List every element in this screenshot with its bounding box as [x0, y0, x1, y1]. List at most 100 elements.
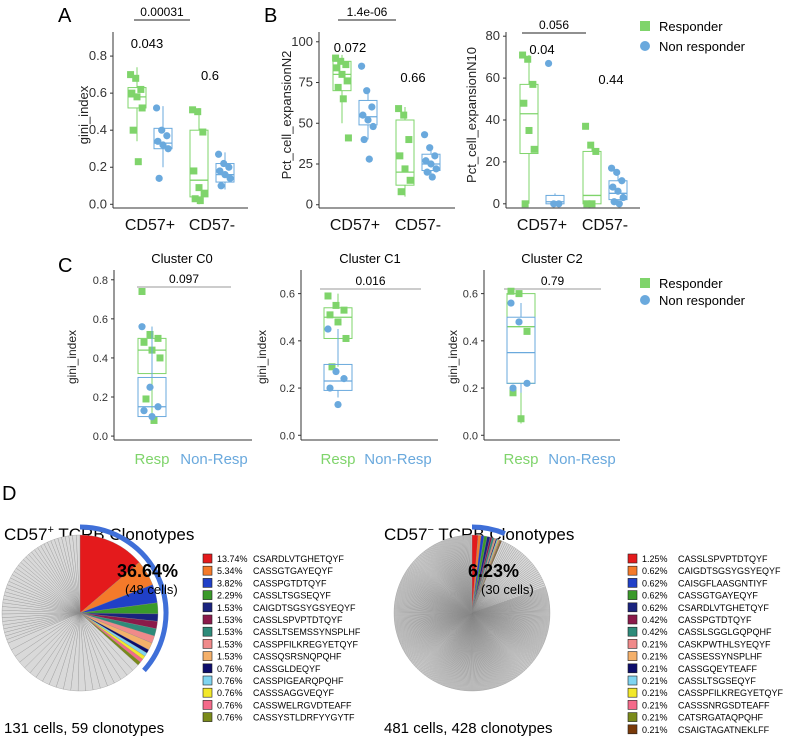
legend-swatch	[202, 712, 213, 722]
legend-seq: CSARDLVTGHETQYF	[678, 603, 769, 613]
data-point	[332, 54, 340, 62]
data-point	[523, 327, 531, 335]
data-point	[342, 61, 350, 69]
legend-swatch	[202, 553, 213, 564]
legend-seq: CSAIGTAGATNEKLFF	[678, 725, 770, 735]
data-point	[521, 200, 529, 208]
box-iqr	[358, 99, 378, 126]
highlight-cells: (30 cells)	[481, 582, 534, 597]
legend-pct: 1.53%	[217, 603, 243, 613]
data-point	[140, 407, 148, 415]
panel-label-d: D	[2, 483, 16, 505]
data-point	[155, 174, 163, 182]
data-point	[615, 200, 623, 208]
data-point	[423, 168, 431, 176]
data-point	[397, 188, 405, 196]
x-category-label: CD57+	[125, 217, 175, 234]
data-point	[405, 136, 413, 144]
y-tick-label: 0.6	[89, 85, 107, 100]
legend-top: Responder Non responder	[640, 19, 746, 54]
x-category-label: Resp	[320, 451, 355, 468]
data-point	[142, 395, 150, 403]
data-point	[618, 177, 626, 185]
group-pvalue: 0.072	[334, 40, 367, 55]
legend-pct: 13.74%	[217, 554, 248, 564]
data-point	[515, 290, 523, 298]
data-point	[609, 183, 617, 191]
pie-slice	[79, 534, 140, 614]
legend-seq: CASSGTGAYEQYF	[253, 566, 333, 576]
box-iqr	[323, 363, 353, 391]
data-point	[334, 83, 342, 91]
box-responder	[395, 105, 415, 197]
legend-seq: CASSSAGGVEQYF	[253, 688, 335, 698]
legend-swatch	[627, 700, 638, 710]
y-tick-label: 0.8	[93, 275, 108, 287]
panel-label-a: A	[58, 5, 72, 27]
legend-pct: 0.76%	[217, 676, 243, 686]
data-point	[140, 338, 148, 346]
legend-pct: 0.42%	[642, 627, 668, 637]
plot-title: Cluster C2	[521, 251, 582, 266]
data-point	[426, 144, 434, 152]
legend-swatch	[627, 651, 638, 661]
pie-title-base: CD57	[4, 525, 47, 544]
boxplot-c0: 0.0 0.2 0.4 0.6 0.8 gini_index Resp Non-Resp Clu…	[65, 251, 252, 468]
data-point	[343, 77, 351, 85]
boxplot-a: 0.0 0.2 0.4 0.6 0.8 gini_index CD57+ CD57- 0.000…	[76, 5, 248, 234]
box-responder	[189, 106, 209, 205]
data-point	[334, 400, 342, 409]
data-point	[507, 299, 515, 307]
pie-title-base: CD57	[384, 525, 427, 544]
legend-pct: 0.76%	[217, 713, 243, 723]
legend-seq: CASSGLDEQYF	[253, 664, 321, 674]
data-point	[200, 189, 208, 197]
data-point	[422, 157, 430, 165]
boxplot-c2: 0.0 0.2 0.4 0.6 gini_index Resp Non-Resp Cluste…	[446, 251, 620, 468]
legend-swatch	[627, 663, 638, 674]
data-point	[530, 145, 538, 153]
legend-seq: CASSLTSEMSSYNSPLHF	[253, 627, 361, 637]
box-iqr	[127, 87, 147, 109]
data-point	[189, 106, 197, 114]
pie-title-sup: +	[47, 524, 53, 536]
y-tick-label: 0.4	[280, 336, 295, 348]
data-point	[137, 85, 145, 93]
legend-seq: CASSGTGAYEQYF	[678, 591, 758, 601]
legend-pct: 0.21%	[642, 688, 668, 698]
y-tick-label: 75	[299, 75, 313, 90]
data-point	[196, 197, 204, 205]
legend-swatch	[202, 639, 213, 649]
data-point	[146, 383, 154, 391]
data-point	[332, 367, 340, 376]
legend-swatch	[627, 639, 638, 649]
data-point	[138, 287, 146, 295]
data-point	[523, 379, 531, 387]
legend-pct: 0.62%	[642, 591, 668, 601]
panel-label-b: B	[264, 5, 277, 27]
group-pvalue: 0.66	[400, 70, 425, 85]
data-point	[221, 171, 229, 179]
group-pvalue: 0.44	[598, 72, 623, 87]
legend-seq: CATSRGATAQPQHF	[678, 713, 764, 723]
box-non-responder	[214, 150, 235, 190]
data-point	[324, 292, 332, 300]
legend-pct: 0.21%	[642, 713, 668, 723]
legend-responder-label: Responder	[659, 19, 723, 34]
data-point	[324, 325, 332, 333]
y-tick-label: 0.6	[93, 314, 108, 326]
legend-swatch	[627, 602, 638, 613]
data-point	[588, 200, 596, 208]
legend-responder-label: Responder	[659, 276, 723, 291]
legend-swatch	[627, 712, 638, 722]
legend-pct: 0.21%	[642, 639, 668, 649]
x-category-label: CD57-	[395, 217, 441, 234]
legend-seq: CASSLTSGSEQYF	[678, 676, 756, 686]
data-point	[550, 200, 558, 208]
data-point	[509, 384, 517, 392]
plot-title: Cluster C1	[339, 251, 400, 266]
legend-seq: CASSPGTDTQYF	[678, 615, 752, 625]
